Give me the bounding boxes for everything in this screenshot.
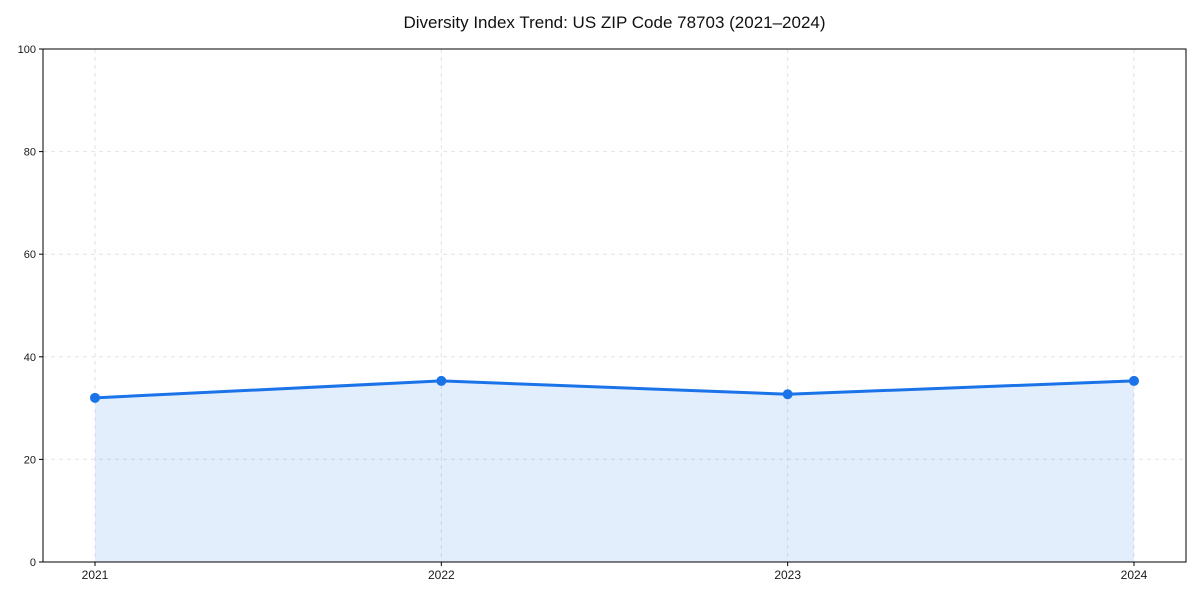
x-tick-label: 2021 bbox=[82, 568, 109, 582]
y-tick-label: 40 bbox=[24, 352, 36, 364]
x-tick-label: 2023 bbox=[774, 568, 801, 582]
y-tick-label: 0 bbox=[30, 557, 36, 569]
plot-frame bbox=[42, 48, 1187, 563]
y-tick-label: 100 bbox=[18, 44, 36, 56]
data-point-marker bbox=[90, 392, 100, 403]
chart-title: Diversity Index Trend: US ZIP Code 78703… bbox=[403, 13, 826, 32]
data-point-marker bbox=[782, 389, 793, 400]
plot-background bbox=[43, 49, 1186, 562]
area-fill bbox=[95, 380, 1134, 562]
x-tick-label: 2022 bbox=[428, 568, 455, 582]
y-tick-label: 80 bbox=[24, 147, 36, 159]
data-point-marker bbox=[1129, 375, 1139, 386]
trend-line bbox=[93, 379, 1136, 400]
x-tick-label: 2024 bbox=[1121, 568, 1148, 582]
y-tick-label: 60 bbox=[24, 249, 36, 261]
y-tick-label: 20 bbox=[24, 454, 36, 466]
data-point-marker bbox=[436, 375, 447, 386]
